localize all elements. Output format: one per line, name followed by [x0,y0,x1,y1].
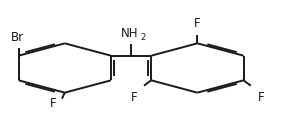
Text: F: F [194,17,201,30]
Text: NH: NH [121,27,139,40]
Text: 2: 2 [140,33,145,42]
Text: Br: Br [10,31,24,44]
Text: F: F [50,98,56,110]
Text: F: F [258,91,264,104]
Text: F: F [131,91,137,104]
